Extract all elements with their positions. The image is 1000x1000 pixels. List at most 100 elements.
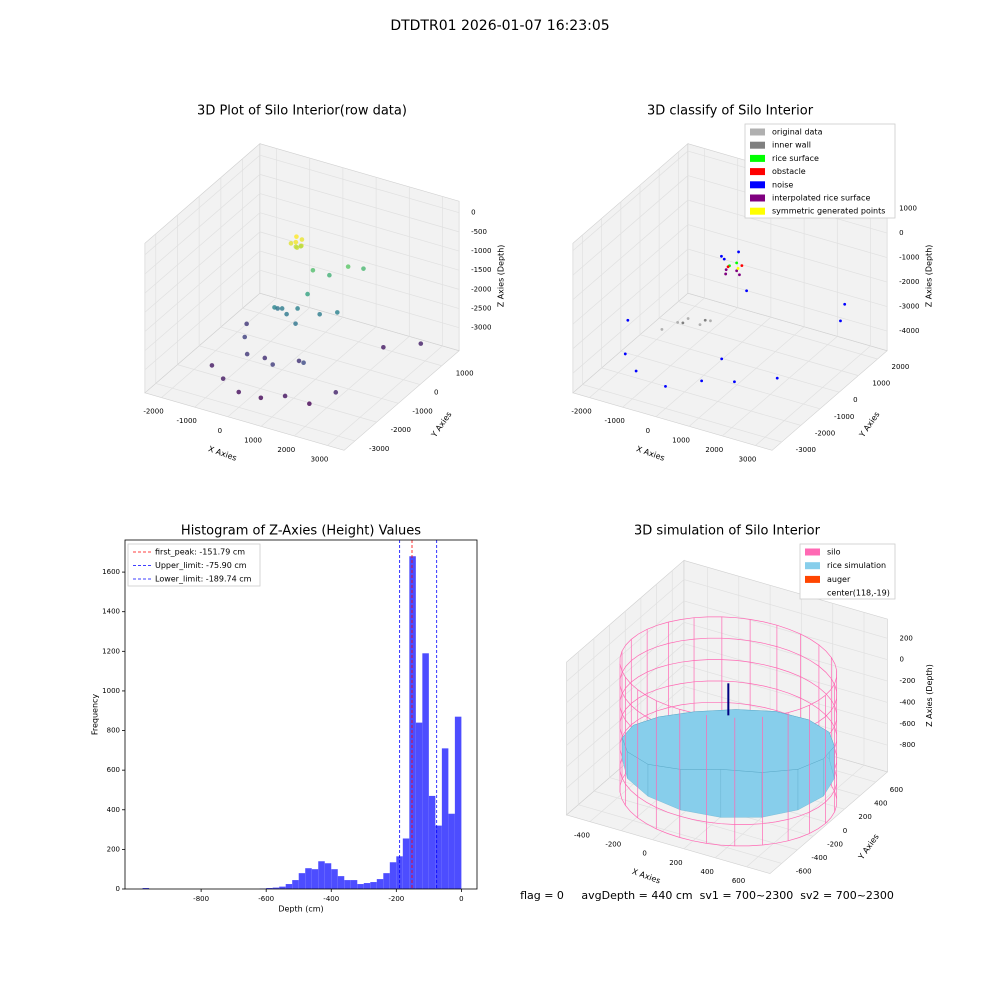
legend-swatch (750, 181, 765, 189)
bar (298, 873, 306, 889)
rice-side (720, 769, 763, 818)
z-tick-label: -2000 (471, 285, 491, 293)
point (333, 390, 339, 395)
point (738, 273, 741, 277)
point (698, 323, 702, 327)
grid-line (259, 250, 460, 309)
x-tick-label: 2000 (277, 446, 295, 454)
point (307, 401, 312, 407)
z-axis-label: Z Axies (Depth) (925, 245, 934, 308)
y-tick-label: 0 (116, 885, 120, 893)
grid-line (683, 621, 888, 682)
z-tick-label: -400 (900, 698, 916, 706)
bar (383, 873, 390, 889)
legend-swatch (750, 128, 765, 136)
y-tick-label: 600 (890, 786, 903, 794)
chart-title: 3D simulation of Silo Interior (634, 524, 821, 539)
legend-swatch (805, 548, 820, 556)
y-tick-label: 1000 (456, 370, 474, 378)
grid-line (593, 790, 798, 851)
grid-line (155, 383, 356, 442)
grid-line (572, 248, 689, 349)
grid-line (177, 364, 377, 423)
y-tick-label: -400 (811, 854, 827, 862)
point (418, 341, 424, 346)
grid-line (259, 154, 460, 214)
legend-swatch (750, 207, 765, 215)
point (703, 318, 707, 322)
point (381, 344, 386, 350)
legend-label: inner wall (772, 141, 811, 150)
grid-line (722, 336, 838, 437)
legend-label: obstacle (772, 167, 806, 176)
chart-title: 3D classify of Silo Interior (647, 104, 814, 119)
point (279, 306, 285, 311)
x-tick-label: -2000 (143, 408, 163, 416)
point (317, 311, 322, 317)
x-tick-label: -800 (193, 895, 209, 903)
grid-line (294, 336, 410, 437)
x-tick-label: -2000 (571, 408, 591, 416)
x-axis-label: X Axies (631, 867, 662, 886)
y-tick-label: -2000 (815, 429, 835, 437)
z-tick-label: -600 (900, 720, 916, 728)
bar (292, 880, 299, 889)
point (700, 379, 704, 383)
bar (441, 748, 449, 889)
z-tick-label: -2500 (471, 305, 491, 313)
legend-label: silo (827, 548, 841, 557)
bar (331, 869, 338, 889)
point (740, 264, 744, 268)
y-axis-label: Y Axies (429, 410, 454, 440)
grid-line (683, 600, 888, 661)
point (745, 289, 748, 293)
grid-line (227, 316, 344, 418)
grid-line (144, 231, 261, 332)
legend-label: rice simulation (827, 561, 886, 570)
plot-frame (124, 539, 478, 890)
point (275, 306, 280, 311)
z-tick-label: -1000 (899, 254, 919, 262)
x-tick-label: 3000 (739, 456, 757, 464)
bar (350, 880, 358, 889)
z-tick-label: -3000 (471, 324, 491, 332)
y-tick-label: 400 (107, 806, 120, 814)
bar (402, 838, 410, 889)
y-tick-label: -3000 (796, 446, 816, 454)
grid-line (688, 326, 805, 427)
point (676, 320, 680, 324)
point (295, 306, 300, 311)
grid-line (572, 175, 689, 276)
y-tick-label: -600 (796, 867, 812, 875)
bar (428, 795, 436, 889)
x-axis-label: X Axies (635, 444, 666, 463)
x-tick-label: 3000 (311, 456, 329, 464)
y-tick-label: 200 (107, 845, 120, 853)
legend-label: Upper_limit: -75.90 cm (155, 561, 247, 570)
point (345, 264, 351, 269)
grid-line (687, 224, 888, 283)
point (294, 234, 299, 239)
x-tick-label: 200 (669, 859, 682, 867)
point (660, 328, 664, 331)
figure-title: DTDTR01 2026-01-07 16:23:05 (390, 18, 609, 34)
rice-side (761, 769, 799, 818)
legend-swatch (805, 575, 820, 583)
grid-line (259, 269, 460, 329)
legend-swatch (750, 168, 765, 176)
grid-line (259, 193, 460, 252)
point (735, 269, 739, 273)
grid-line (242, 307, 442, 367)
point (284, 311, 289, 317)
point (735, 261, 739, 265)
footer: flag = 0 avgDepth = 440 cm sv1 = 700~230… (520, 889, 894, 902)
x-tick-label: 600 (732, 877, 745, 885)
legend-label: Lower_limit: -189.74 cm (155, 575, 252, 584)
chart-title: 3D Plot of Silo Interior(row data) (197, 104, 407, 119)
grid-line (655, 316, 772, 418)
point (282, 393, 288, 399)
grid-line (622, 307, 738, 408)
bar (422, 653, 429, 889)
point (310, 267, 316, 273)
grid-line (194, 307, 310, 408)
